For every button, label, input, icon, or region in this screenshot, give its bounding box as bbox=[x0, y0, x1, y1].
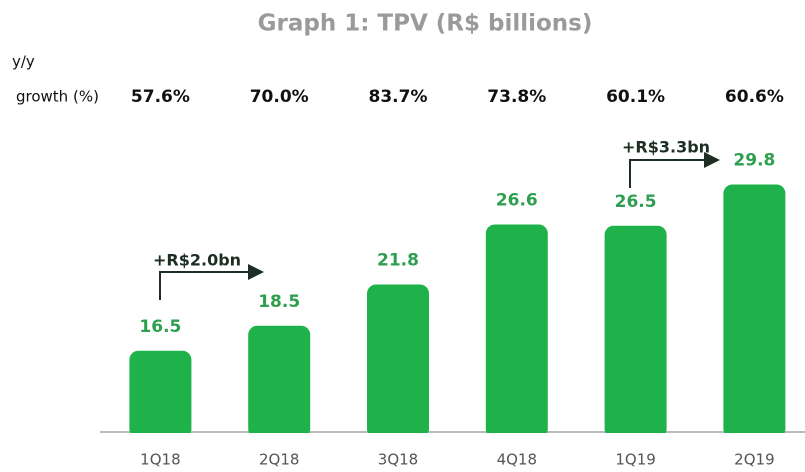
value-label: 26.6 bbox=[496, 191, 538, 211]
arrow bbox=[629, 152, 720, 188]
x-tick-label: 1Q19 bbox=[615, 451, 655, 469]
x-tick-label: 3Q18 bbox=[378, 451, 418, 469]
value-label: 21.8 bbox=[377, 251, 419, 271]
growth-title: y/y bbox=[12, 53, 35, 71]
bar bbox=[129, 350, 192, 438]
bar bbox=[604, 225, 667, 438]
value-label: 16.5 bbox=[139, 317, 181, 337]
growth-title: growth (%) bbox=[16, 88, 99, 106]
bar bbox=[367, 284, 429, 438]
arrow bbox=[159, 264, 264, 300]
growth-label: 60.6% bbox=[725, 87, 784, 107]
x-tick-label: 4Q18 bbox=[497, 451, 537, 469]
x-tick-label: 1Q18 bbox=[140, 451, 180, 469]
bar bbox=[485, 224, 548, 438]
bar bbox=[723, 184, 786, 438]
baseline-cover bbox=[100, 433, 805, 441]
growth-label: 73.8% bbox=[487, 87, 546, 107]
value-label: 26.5 bbox=[615, 192, 657, 212]
value-label: 29.8 bbox=[733, 151, 775, 171]
bar bbox=[248, 325, 311, 438]
x-tick-label: 2Q19 bbox=[734, 451, 774, 469]
growth-label: 60.1% bbox=[606, 87, 665, 107]
chart-title: Graph 1: TPV (R$ billions) bbox=[258, 11, 593, 37]
value-label: 18.5 bbox=[258, 292, 300, 312]
annotation: +R$3.3bn bbox=[622, 138, 710, 157]
x-tick-label: 2Q18 bbox=[259, 451, 299, 469]
growth-label: 70.0% bbox=[250, 87, 309, 107]
growth-label: 83.7% bbox=[369, 87, 428, 107]
growth-label: 57.6% bbox=[131, 87, 190, 107]
annotation: +R$2.0bn bbox=[153, 251, 241, 270]
